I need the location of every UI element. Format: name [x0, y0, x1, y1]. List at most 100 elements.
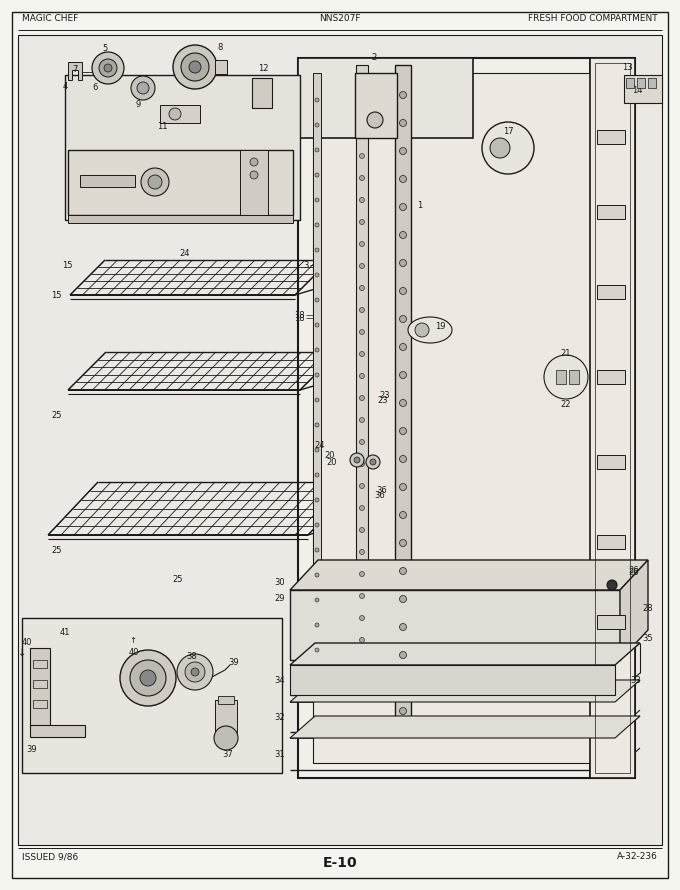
Circle shape [92, 52, 124, 84]
Text: 31: 31 [274, 749, 285, 758]
Bar [597, 455, 625, 469]
Circle shape [315, 148, 319, 152]
Circle shape [181, 53, 209, 81]
Circle shape [360, 616, 364, 620]
Circle shape [360, 220, 364, 224]
Text: 38: 38 [186, 652, 197, 661]
Circle shape [400, 231, 407, 239]
Bar [355, 73, 397, 138]
Bar [240, 150, 268, 215]
Circle shape [400, 344, 407, 351]
Bar [648, 78, 656, 88]
Circle shape [140, 670, 156, 686]
Bar [597, 535, 625, 549]
Circle shape [544, 355, 588, 399]
Bar [569, 370, 579, 384]
Circle shape [400, 651, 407, 659]
Circle shape [400, 624, 407, 630]
Circle shape [415, 323, 429, 337]
Text: 15: 15 [62, 261, 73, 270]
Text: 34: 34 [274, 676, 285, 684]
Bar [595, 63, 630, 773]
Circle shape [141, 168, 169, 196]
Bar [68, 150, 293, 215]
Text: 20: 20 [325, 450, 335, 459]
Polygon shape [290, 716, 640, 738]
Bar [637, 78, 645, 88]
Circle shape [104, 64, 112, 72]
Circle shape [315, 348, 319, 352]
Circle shape [400, 427, 407, 434]
Circle shape [137, 82, 149, 94]
Text: 26: 26 [628, 568, 639, 577]
Text: 36: 36 [376, 486, 387, 495]
Text: MAGIC CHEF: MAGIC CHEF [22, 14, 78, 23]
Bar [33, 680, 47, 688]
Circle shape [315, 248, 319, 252]
Circle shape [360, 549, 364, 554]
Bar [313, 73, 321, 673]
Text: 25: 25 [173, 575, 183, 584]
Circle shape [360, 506, 364, 511]
Bar [68, 215, 293, 223]
Bar [597, 205, 625, 219]
Bar [298, 58, 473, 138]
Text: 33: 33 [630, 676, 641, 684]
Text: 35: 35 [642, 634, 653, 643]
Circle shape [120, 650, 176, 706]
Text: 29: 29 [275, 594, 285, 603]
Circle shape [130, 660, 166, 696]
Circle shape [315, 573, 319, 577]
Circle shape [366, 455, 380, 469]
Circle shape [400, 400, 407, 407]
Circle shape [315, 423, 319, 427]
Circle shape [400, 175, 407, 182]
Circle shape [400, 595, 407, 603]
Bar [356, 65, 368, 665]
Circle shape [482, 122, 534, 174]
Text: 32: 32 [274, 713, 285, 722]
Bar [30, 648, 50, 728]
Text: ISSUED 9/86: ISSUED 9/86 [22, 852, 78, 861]
Text: 23: 23 [379, 391, 390, 400]
Circle shape [360, 571, 364, 577]
Text: 41: 41 [60, 628, 70, 637]
Text: 24: 24 [180, 249, 190, 258]
Circle shape [490, 138, 510, 158]
Circle shape [360, 241, 364, 247]
Circle shape [191, 668, 199, 676]
Bar [597, 370, 625, 384]
Circle shape [315, 173, 319, 177]
Circle shape [315, 598, 319, 602]
Circle shape [360, 329, 364, 335]
Circle shape [400, 371, 407, 378]
Circle shape [315, 473, 319, 477]
Circle shape [315, 648, 319, 652]
Text: 16: 16 [252, 196, 262, 205]
Circle shape [360, 308, 364, 312]
Polygon shape [620, 560, 648, 660]
Text: 20: 20 [327, 457, 337, 466]
Circle shape [400, 456, 407, 463]
Bar [597, 615, 625, 629]
Circle shape [250, 171, 258, 179]
Bar [160, 105, 200, 123]
Polygon shape [290, 560, 648, 590]
Circle shape [173, 45, 217, 89]
Circle shape [400, 539, 407, 546]
Circle shape [315, 198, 319, 202]
Text: 9: 9 [135, 100, 141, 109]
Circle shape [607, 580, 617, 590]
Circle shape [315, 323, 319, 327]
Circle shape [189, 61, 201, 73]
Circle shape [148, 175, 162, 189]
Bar [65, 75, 300, 220]
Text: 4: 4 [63, 82, 67, 91]
Text: 8: 8 [218, 43, 222, 52]
Circle shape [315, 623, 319, 627]
Circle shape [185, 662, 205, 682]
Text: 25: 25 [52, 546, 62, 554]
Circle shape [360, 483, 364, 489]
Bar [313, 73, 590, 763]
Circle shape [250, 158, 258, 166]
